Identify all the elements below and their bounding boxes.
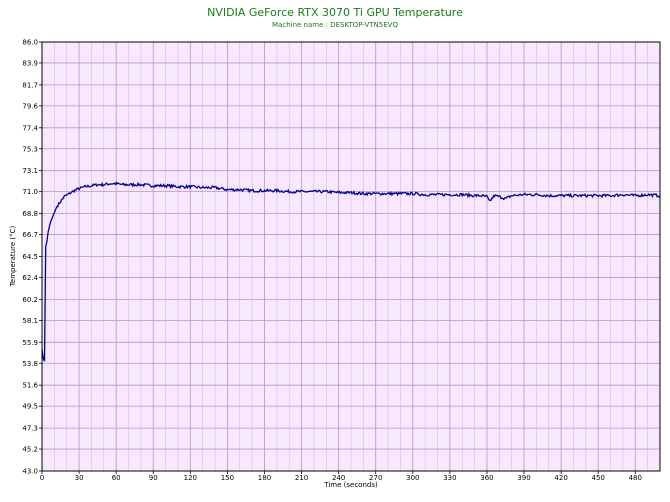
x-tick-label: 30	[75, 474, 84, 482]
y-tick-label: 71.0	[22, 188, 38, 196]
x-axis-ticks: 0 30 60 90 120 150 180 210 240 270 300 330 360 390 420…	[40, 471, 642, 482]
y-tick-label: 47.3	[22, 425, 38, 433]
major-grid	[42, 42, 660, 471]
chart-subtitle: Machine name : DESKTOP-VTN5EVQ	[272, 21, 398, 29]
y-tick-label: 62.4	[22, 274, 38, 282]
y-tick-label: 64.5	[22, 253, 38, 261]
y-tick-label: 60.2	[22, 296, 38, 304]
x-tick-label: 240	[332, 474, 345, 482]
y-tick-label: 81.7	[22, 81, 38, 89]
x-tick-label: 210	[295, 474, 308, 482]
x-tick-label: 90	[149, 474, 158, 482]
series-line	[41, 181, 661, 362]
x-tick-label: 120	[184, 474, 197, 482]
x-tick-label: 150	[221, 474, 234, 482]
plot-frame	[41, 41, 661, 472]
x-tick-label: 60	[112, 474, 121, 482]
y-tick-label: 79.6	[22, 102, 38, 110]
x-tick-label: 390	[517, 474, 530, 482]
y-tick-label: 66.7	[22, 231, 38, 239]
x-tick-label: 450	[592, 474, 605, 482]
x-tick-label: 0	[40, 474, 44, 482]
y-tick-label: 77.4	[22, 124, 38, 132]
x-tick-label: 180	[258, 474, 271, 482]
y-tick-label: 43.0	[22, 468, 38, 476]
x-axis-label: Time (seconds)	[323, 481, 378, 489]
y-tick-label: 51.6	[22, 382, 38, 390]
x-tick-label: 480	[629, 474, 642, 482]
x-tick-label: 300	[406, 474, 419, 482]
y-tick-label: 53.8	[22, 360, 38, 368]
y-tick-label: 75.3	[22, 145, 38, 153]
y-axis-label: Temperature (°C)	[9, 226, 17, 288]
y-tick-label: 49.5	[22, 403, 38, 411]
y-tick-label: 86.0	[22, 39, 38, 47]
y-tick-label: 55.9	[22, 339, 38, 347]
y-axis-ticks: 43.0 45.2 47.3 49.5 51.6 53.8 55.9 58.1 60.2 62.4…	[22, 39, 42, 476]
chart-title: NVIDIA GeForce RTX 3070 Ti GPU Temperatu…	[207, 6, 463, 19]
x-tick-label: 360	[480, 474, 493, 482]
y-tick-label: 73.1	[22, 167, 38, 175]
y-tick-label: 83.9	[22, 59, 38, 67]
x-tick-label: 270	[369, 474, 382, 482]
y-tick-label: 58.1	[22, 317, 38, 325]
x-tick-label: 330	[443, 474, 456, 482]
x-tick-label: 420	[554, 474, 567, 482]
y-tick-label: 68.8	[22, 210, 38, 218]
y-tick-label: 45.2	[22, 446, 38, 454]
